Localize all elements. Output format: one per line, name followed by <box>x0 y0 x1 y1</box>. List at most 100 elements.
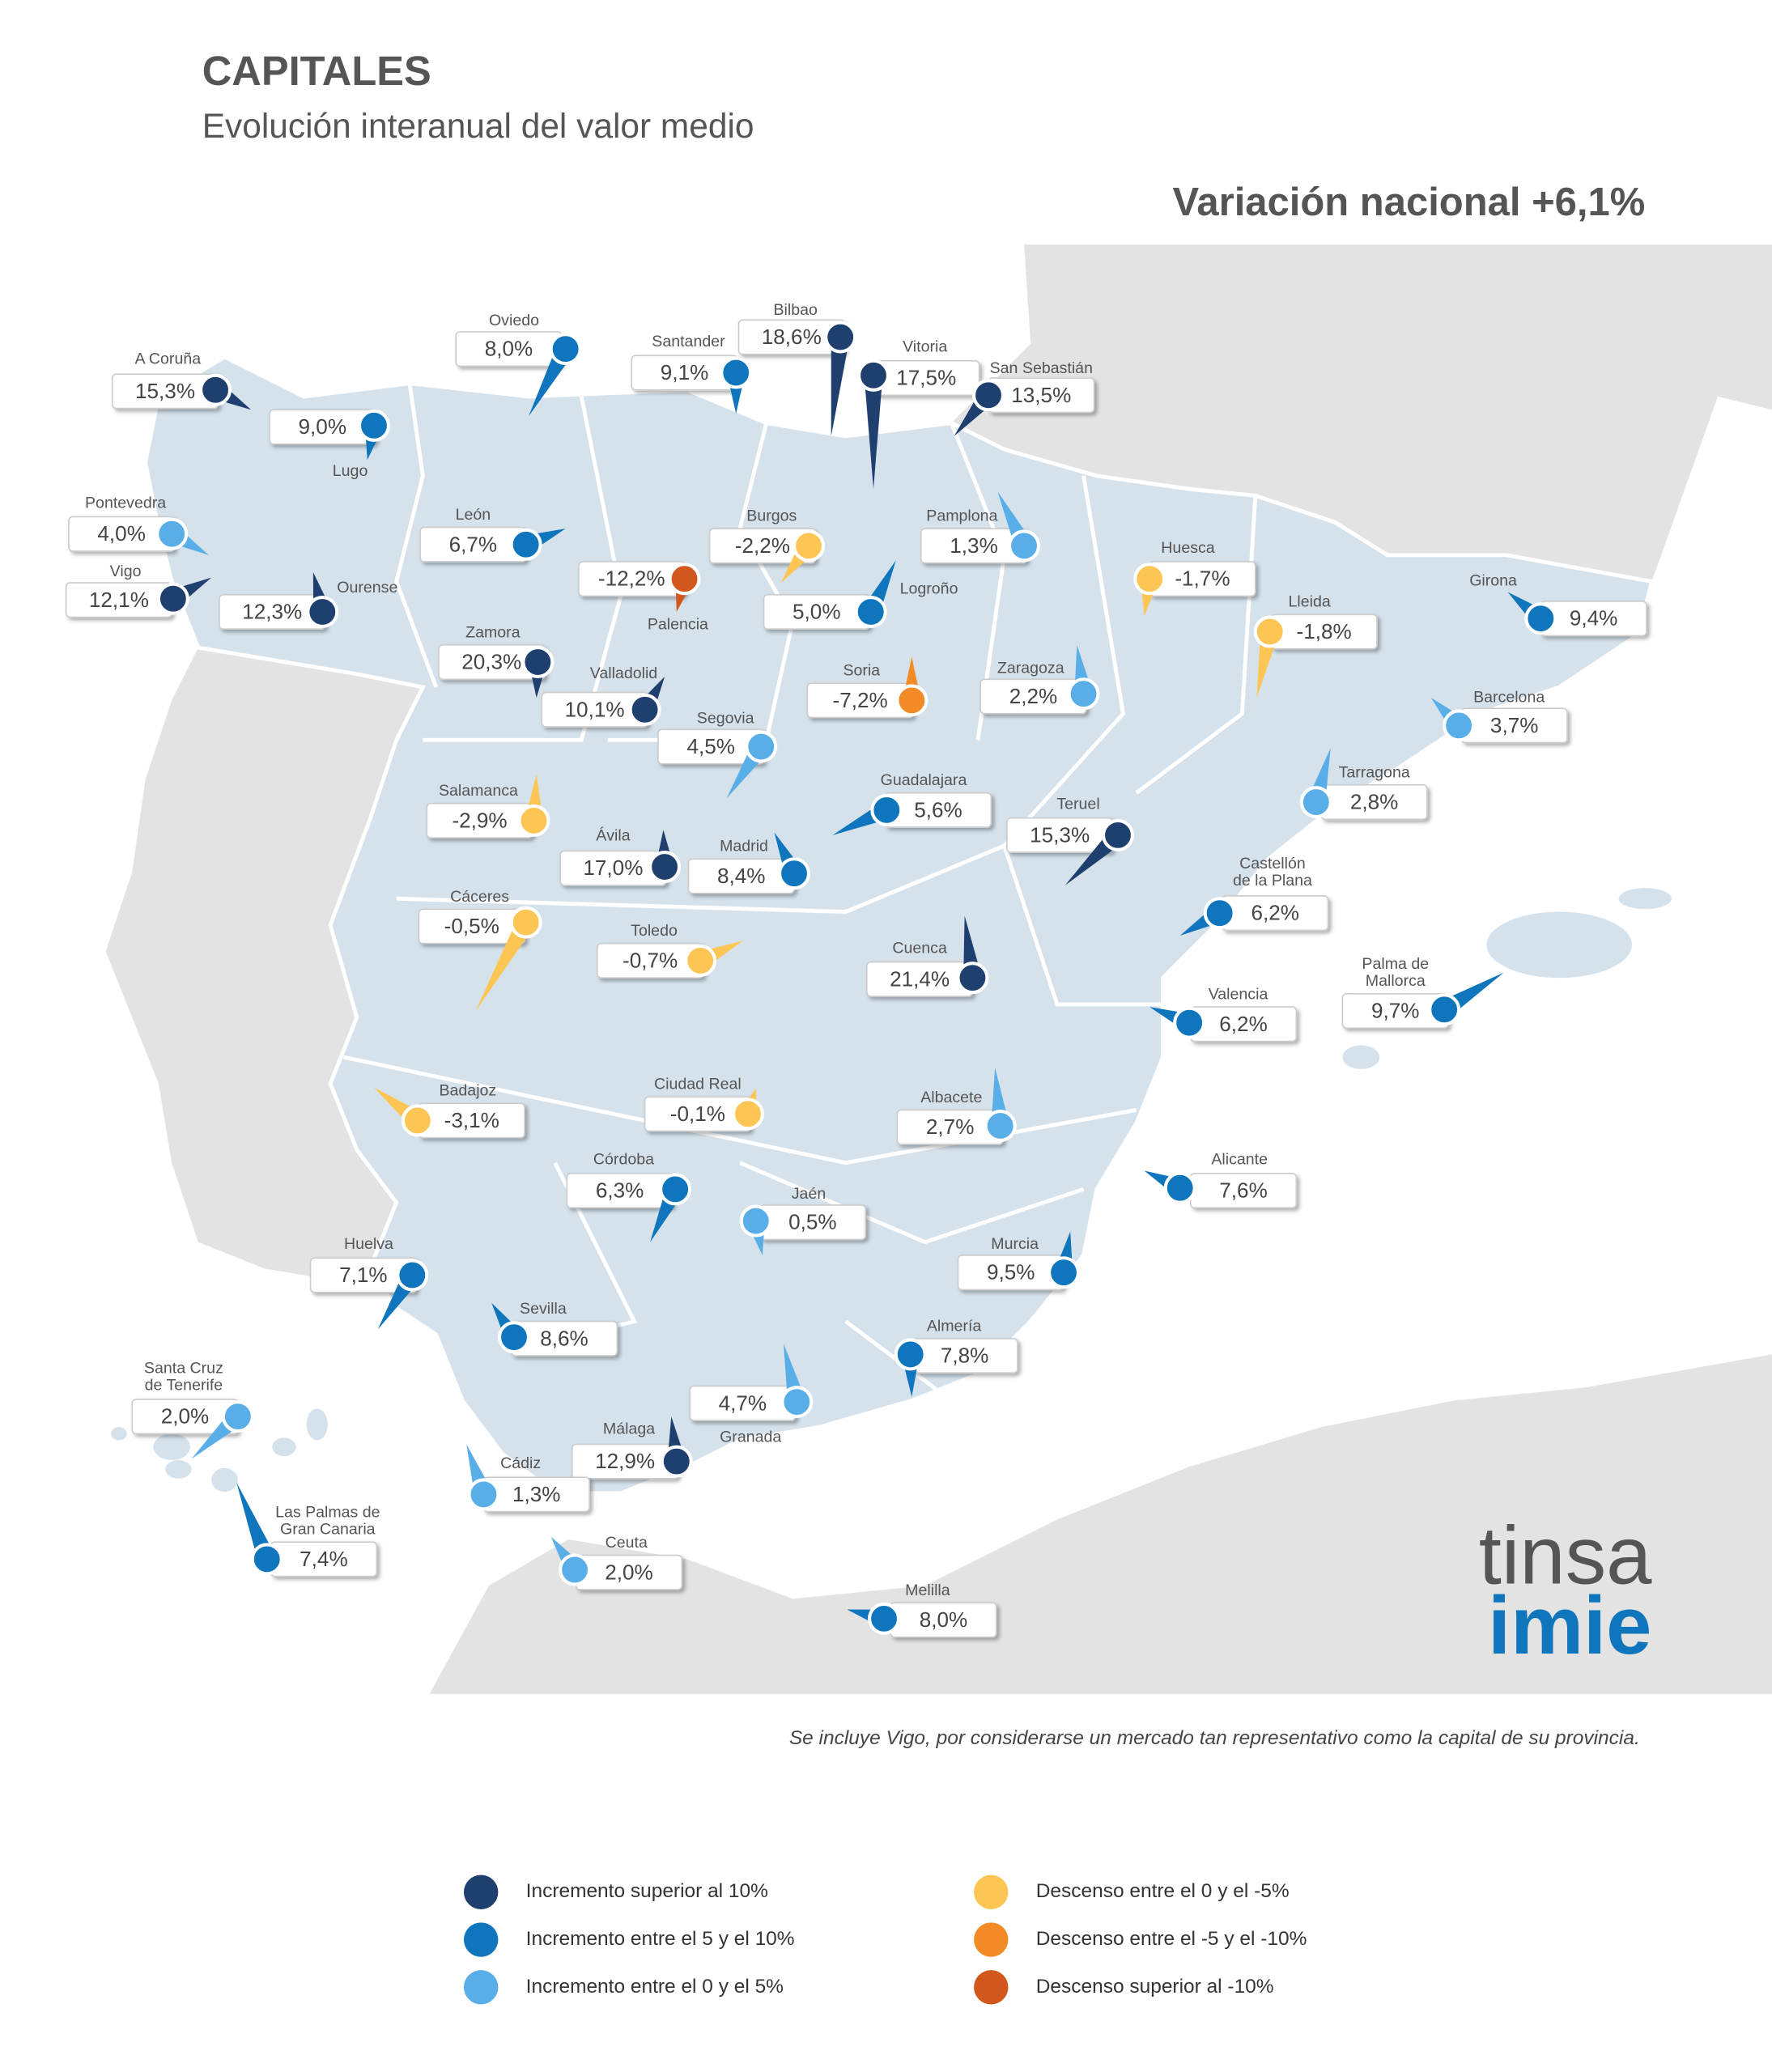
city: 13,5% San Sebastián <box>954 359 1095 436</box>
city-name: Palencia <box>648 616 708 634</box>
city: -1,7% Huesca <box>1133 539 1256 616</box>
city-value: 9,5% <box>987 1260 1035 1284</box>
city-value: 7,6% <box>1219 1178 1268 1203</box>
city-value: 21,4% <box>890 966 950 991</box>
city-name: Ourense <box>337 579 397 597</box>
city-dot <box>509 906 542 939</box>
city-value: 12,1% <box>89 588 149 612</box>
city-markers: 15,3% A Coruña 8,0% Oviedo 9,0% Lugo 9,1% Santa… <box>65 301 1647 1638</box>
city-name: Salamanca <box>439 782 518 800</box>
city: 9,0% Lugo <box>269 409 390 480</box>
city-value: 8,6% <box>540 1326 589 1350</box>
city-name: Pontevedra <box>85 494 166 512</box>
city: -7,2% Soria <box>806 656 928 719</box>
city: 10,1% Valladolid <box>541 664 665 728</box>
subtitle: Evolución interanual del valor medio <box>202 107 754 145</box>
city-name: Santa Cruz <box>144 1360 223 1378</box>
city-name: Oviedo <box>489 312 539 329</box>
city-value: -1,8% <box>1297 619 1352 643</box>
city: 21,4% Cuenca <box>866 915 989 997</box>
city-dot <box>793 529 826 563</box>
city-value: 13,5% <box>1011 383 1071 407</box>
legend-label: Descenso entre el 0 y el -5% <box>1036 1880 1290 1902</box>
city: 7,8% Almería <box>894 1317 1018 1397</box>
city-dot <box>660 1445 693 1478</box>
city-dot <box>984 1110 1017 1142</box>
legend-swatch <box>974 1875 1009 1909</box>
islands <box>111 888 1672 1492</box>
legend-label: Descenso entre el -5 y el -10% <box>1036 1928 1307 1950</box>
city-name: San Sebastián <box>990 359 1093 377</box>
city-value: 6,2% <box>1219 1012 1268 1036</box>
city-value: 2,0% <box>605 1560 653 1584</box>
city: 0,5% Jaén <box>739 1185 867 1255</box>
city-dot <box>868 1602 901 1635</box>
city-dot <box>199 373 232 406</box>
city-dot <box>1443 709 1476 742</box>
legend-swatch <box>463 1875 499 1909</box>
city: 9,1% Santander <box>631 333 753 414</box>
city-dot <box>778 857 811 890</box>
title: CAPITALES <box>202 48 431 94</box>
city-dot <box>894 1338 927 1371</box>
city-value: -0,1% <box>670 1102 725 1126</box>
city: 7,1% Huelva <box>309 1235 429 1330</box>
city-dot <box>684 944 717 977</box>
city-name: Cáceres <box>450 888 509 906</box>
city-name: Jaén <box>792 1185 826 1203</box>
city-name: Córdoba <box>593 1151 654 1169</box>
portugal <box>105 648 423 1282</box>
pointer <box>475 917 534 1011</box>
city-name: Gran Canaria <box>280 1521 376 1539</box>
city-value: 8,4% <box>717 864 766 888</box>
city-value: 20,3% <box>461 650 521 674</box>
city-dot <box>467 1478 500 1511</box>
city: 15,3% Teruel <box>1006 796 1134 885</box>
city-name: León <box>456 506 491 524</box>
city-dot <box>549 333 582 366</box>
france <box>951 244 1772 582</box>
city-name: Pamplona <box>926 507 997 525</box>
city-value: 2,2% <box>1009 684 1058 708</box>
logo-bottom: imie <box>1488 1580 1651 1671</box>
city-value: 6,2% <box>1251 901 1299 925</box>
city-dot <box>221 1400 254 1433</box>
city-value: 2,0% <box>161 1404 210 1429</box>
city-name: Zaragoza <box>997 659 1064 677</box>
city: 4,5% Segovia <box>657 709 778 799</box>
legend: Incremento superior al 10% Incremento ent… <box>463 1875 1307 2005</box>
city: 17,0% Ávila <box>559 826 682 886</box>
city: -0,5% Cáceres <box>418 888 542 1011</box>
city: 20,3% Zamora <box>438 623 555 698</box>
city: 2,7% Albacete <box>896 1068 1017 1145</box>
city: -0,7% Toledo <box>597 922 743 979</box>
city: 6,7% León <box>419 506 566 563</box>
city-dot <box>659 1173 692 1206</box>
city-value: -0,5% <box>444 914 499 938</box>
city-dot <box>1047 1256 1081 1289</box>
city-name: Cádiz <box>500 1454 541 1472</box>
city-name: Ciudad Real <box>654 1076 742 1093</box>
city-dot <box>1163 1171 1196 1204</box>
city-dot <box>517 804 550 837</box>
city: 8,0% Oviedo <box>455 312 582 417</box>
city: 2,0% Ceuta <box>550 1534 683 1590</box>
city-value: 17,0% <box>583 856 643 880</box>
city-value: 12,3% <box>242 600 302 624</box>
city-dot <box>854 596 887 629</box>
city: 15,3% A Coruña <box>111 350 252 410</box>
city-name: Valladolid <box>590 664 657 682</box>
city-value: 6,7% <box>449 532 498 556</box>
city-value: 2,8% <box>1350 790 1399 814</box>
city-dot <box>956 962 989 995</box>
city-dot <box>1524 602 1557 635</box>
city-name: Huesca <box>1161 539 1214 557</box>
city-name: Madrid <box>720 838 768 856</box>
city-value: 2,7% <box>926 1115 975 1139</box>
city-value: -12,2% <box>598 567 665 591</box>
city-name: Vitoria <box>903 338 947 356</box>
city: -12,2% Palencia <box>578 561 708 634</box>
